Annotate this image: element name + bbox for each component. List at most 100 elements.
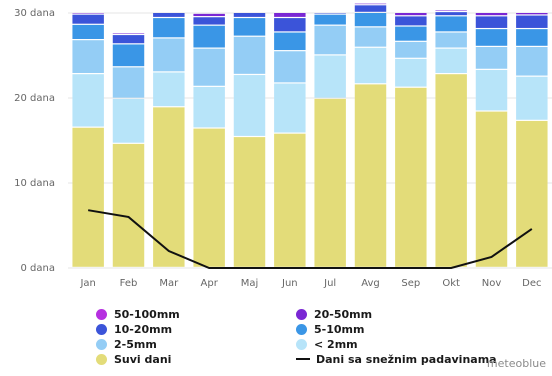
bar-segment[interactable]: [516, 120, 548, 267]
bar-segment[interactable]: [193, 13, 225, 17]
bar-segment[interactable]: [153, 18, 185, 38]
bar-segment[interactable]: [274, 51, 306, 83]
bar-segment[interactable]: [354, 27, 387, 47]
bar-segment[interactable]: [193, 48, 225, 86]
bar-segment[interactable]: [193, 17, 225, 25]
bar-segment[interactable]: [153, 13, 185, 17]
bar-segment[interactable]: [354, 84, 387, 267]
bar-segment[interactable]: [112, 35, 145, 44]
bar-segment[interactable]: [112, 33, 145, 34]
bar-segment[interactable]: [395, 13, 427, 16]
legend-item-2-5mm[interactable]: 2-5mm: [96, 337, 296, 351]
bar-segment[interactable]: [72, 40, 104, 73]
bar-segment[interactable]: [395, 58, 427, 87]
bar-segment[interactable]: [193, 86, 225, 128]
bar-segment[interactable]: [354, 13, 387, 27]
bar-stack-dec: [516, 13, 548, 267]
bar-segment[interactable]: [475, 111, 508, 267]
bar-segment[interactable]: [354, 3, 387, 5]
bar-segment[interactable]: [314, 13, 346, 14]
legend-item-snow-days[interactable]: Dani sa snežnim padavinama: [296, 352, 516, 366]
bar-segment[interactable]: [395, 41, 427, 58]
bar-segment[interactable]: [112, 67, 145, 98]
bar-segment[interactable]: [153, 107, 185, 267]
bar-segment[interactable]: [112, 44, 145, 67]
bar-segment[interactable]: [516, 13, 548, 15]
bar-segment[interactable]: [112, 143, 145, 267]
legend-swatch-5-10mm: [296, 323, 307, 335]
bar-segment[interactable]: [274, 83, 306, 133]
bar-segment[interactable]: [354, 47, 387, 84]
x-tick-label: Jan: [79, 278, 95, 289]
x-tick-label: Feb: [120, 278, 138, 289]
legend-item-50-100mm[interactable]: 50-100mm: [96, 307, 296, 321]
bar-segment[interactable]: [274, 133, 306, 267]
bar-segment[interactable]: [233, 75, 266, 136]
bar-segment[interactable]: [435, 74, 467, 267]
bar-segment[interactable]: [475, 16, 508, 28]
bar-stack-maj: [233, 13, 266, 267]
legend-item-dry-days[interactable]: Suvi dani: [96, 352, 296, 366]
bar-segment[interactable]: [153, 72, 185, 107]
bar-segment[interactable]: [314, 55, 346, 98]
bar-segment[interactable]: [72, 24, 104, 39]
bar-segment[interactable]: [435, 12, 467, 16]
bar-segment[interactable]: [233, 36, 266, 74]
x-tick-label: Sep: [401, 278, 420, 289]
bar-segment[interactable]: [274, 18, 306, 32]
legend-item-5-10mm[interactable]: 5-10mm: [296, 322, 516, 336]
bar-segment[interactable]: [475, 47, 508, 69]
bar-segment[interactable]: [233, 13, 266, 17]
bar-segment[interactable]: [72, 14, 104, 24]
legend-label: 50-100mm: [114, 307, 180, 321]
bar-segment[interactable]: [274, 32, 306, 51]
bar-segment[interactable]: [274, 13, 306, 17]
legend-item-20-50mm[interactable]: 20-50mm: [296, 307, 516, 321]
bar-segment[interactable]: [193, 25, 225, 48]
bar-segment[interactable]: [153, 38, 185, 72]
bar-segment[interactable]: [516, 47, 548, 76]
bar-segment[interactable]: [314, 25, 346, 55]
bar-segment[interactable]: [112, 98, 145, 143]
bar-segment[interactable]: [314, 14, 346, 25]
bar-segment[interactable]: [475, 69, 508, 111]
bar-segment[interactable]: [516, 29, 548, 46]
bar-segment[interactable]: [475, 13, 508, 16]
y-tick-label: 10 dana: [14, 178, 55, 189]
bar-segment[interactable]: [233, 18, 266, 36]
legend-item-10-20mm[interactable]: 10-20mm: [96, 322, 296, 336]
bar-segment[interactable]: [354, 5, 387, 12]
x-tick-label: Mar: [159, 278, 179, 289]
bar-segment[interactable]: [516, 76, 548, 120]
legend-label: Suvi dani: [114, 352, 172, 366]
bar-stack-sep: [395, 13, 427, 267]
x-tick-label: Maj: [241, 278, 259, 289]
bar-segment[interactable]: [233, 137, 266, 267]
bar-segment[interactable]: [435, 48, 467, 73]
bar-segment[interactable]: [395, 26, 427, 41]
legend-swatch-20-50mm: [296, 308, 307, 320]
bar-segment[interactable]: [72, 74, 104, 127]
bar-segment[interactable]: [395, 87, 427, 267]
bar-segment[interactable]: [314, 98, 346, 267]
legend-label: Dani sa snežnim padavinama: [316, 352, 497, 366]
bar-segment[interactable]: [72, 13, 104, 14]
bar-segment[interactable]: [193, 128, 225, 267]
bar-segment[interactable]: [435, 10, 467, 11]
precipitation-days-chart: 0 dana 10 dana 20 dana 30 dana Jan Feb Mar Apr…: [14, 3, 552, 289]
bar-segment[interactable]: [435, 16, 467, 32]
snow-days-polyline[interactable]: [88, 209, 533, 269]
x-tick-label: Apr: [201, 278, 219, 289]
legend-item-lt2mm[interactable]: < 2mm: [296, 337, 516, 351]
bar-segment[interactable]: [395, 16, 427, 26]
chart-legend: 50-100mm 20-50mm 10-20mm 5-10mm 2-5mm < …: [96, 307, 516, 366]
bar-segment[interactable]: [72, 127, 104, 267]
bar-segment[interactable]: [475, 29, 508, 46]
stacked-bars: [72, 3, 548, 267]
legend-swatch-2-5mm: [96, 338, 107, 350]
x-tick-label: Jun: [281, 278, 298, 289]
bar-segment[interactable]: [516, 15, 548, 28]
bar-segment[interactable]: [435, 32, 467, 48]
bar-stack-okt: [435, 10, 467, 267]
snow-days-line: [88, 209, 533, 269]
